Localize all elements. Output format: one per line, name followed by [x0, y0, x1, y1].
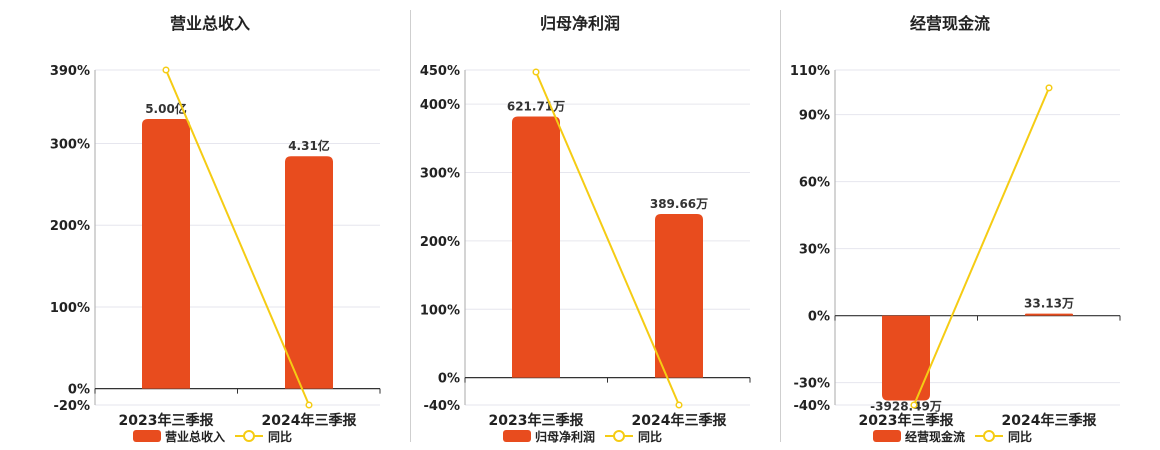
- panel-divider: [410, 10, 411, 442]
- yoy-point: [162, 66, 170, 74]
- y-tick-label: -30%: [793, 377, 830, 392]
- bar: [882, 315, 930, 401]
- legend-bar-swatch: [503, 430, 531, 442]
- y-tick-label: 110%: [790, 64, 830, 79]
- x-category-label: 2024年三季报: [262, 412, 357, 429]
- yoy-point: [910, 401, 918, 409]
- y-tick-label: 300%: [50, 138, 90, 153]
- bar: [142, 119, 190, 389]
- chart-title: 营业总收入: [170, 14, 250, 33]
- legend-line-marker: [243, 430, 255, 442]
- chart-title: 归母净利润: [540, 14, 620, 33]
- chart-cash-flow-svg: 经营现金流 110% 90% 60% 30% 0% -30% -40% -3928.49万 33.…: [790, 14, 1121, 444]
- chart-panel-cash-flow: 经营现金流 110% 90% 60% 30% 0% -30% -40% -3928.49万 33.…: [765, 0, 1135, 450]
- y-tick-label: -40%: [423, 399, 460, 414]
- chart-panel-net-profit: 归母净利润 450% 400% 300% 200% 100% 0% -40% 621.71万 38…: [395, 0, 765, 450]
- y-tick-label: 400%: [420, 98, 460, 113]
- y-tick-label: -20%: [53, 399, 90, 414]
- legend-bar-label: 归母净利润: [535, 429, 595, 444]
- y-tick-label: 100%: [420, 303, 460, 318]
- bar-data-label: 33.13万: [1024, 297, 1074, 311]
- yoy-line: [535, 71, 680, 406]
- chart-title: 经营现金流: [910, 14, 990, 33]
- y-tick-label: 390%: [50, 64, 90, 79]
- y-tick-label: 200%: [50, 219, 90, 234]
- bar-data-label: 389.66万: [650, 197, 708, 211]
- legend-line-label: 同比: [1008, 429, 1032, 444]
- y-tick-label: 90%: [799, 109, 830, 124]
- bar-data-label: 5.00亿: [145, 101, 187, 116]
- y-tick-label: 0%: [68, 383, 90, 398]
- x-category-label: 2023年三季报: [859, 412, 954, 429]
- y-tick-label: 30%: [799, 243, 830, 258]
- legend-bar-label: 经营现金流: [905, 429, 965, 444]
- x-category-label: 2023年三季报: [119, 412, 214, 429]
- bar-data-label: 621.71万: [507, 99, 565, 113]
- legend-bar-swatch: [873, 430, 901, 442]
- yoy-point: [532, 68, 540, 76]
- y-tick-label: 300%: [420, 167, 460, 182]
- panel-divider: [780, 10, 781, 442]
- legend-line-label: 同比: [638, 429, 662, 444]
- chart-net-profit-svg: 归母净利润 450% 400% 300% 200% 100% 0% -40% 621.71万 38…: [420, 14, 751, 444]
- y-tick-label: -40%: [793, 399, 830, 414]
- y-tick-label: 60%: [799, 176, 830, 191]
- y-tick-label: 450%: [420, 64, 460, 79]
- bar: [655, 213, 703, 378]
- legend-line-label: 同比: [268, 429, 292, 444]
- y-tick-label: 100%: [50, 301, 90, 316]
- bar: [285, 156, 333, 389]
- y-tick-label: 0%: [438, 372, 460, 387]
- yoy-point: [1045, 84, 1053, 92]
- x-category-label: 2024年三季报: [632, 412, 727, 429]
- x-category-label: 2024年三季报: [1002, 412, 1097, 429]
- chart-revenue-svg: 营业总收入 390% 300% 200% 100% 0%-20% 5.00亿 4.31亿 202…: [50, 14, 381, 444]
- bar: [512, 116, 560, 378]
- chart-panel-revenue: 营业总收入 390% 300% 200% 100% 0% -20% 5.00亿 4.31亿 202…: [25, 0, 395, 450]
- yoy-point: [675, 401, 683, 409]
- bar-data-label: -3928.49万: [870, 400, 942, 414]
- legend-line-marker: [613, 430, 625, 442]
- legend-bar-swatch: [133, 430, 161, 442]
- bar-data-label: 4.31亿: [288, 138, 330, 153]
- y-tick-label: 200%: [420, 235, 460, 250]
- bar: [1025, 313, 1073, 316]
- x-category-label: 2023年三季报: [489, 412, 584, 429]
- legend-bar-label: 营业总收入: [165, 429, 225, 444]
- legend-line-marker: [983, 430, 995, 442]
- y-tick-label: 0%: [808, 310, 830, 325]
- yoy-line: [165, 69, 310, 406]
- yoy-point: [305, 401, 313, 409]
- yoy-line: [913, 87, 1050, 406]
